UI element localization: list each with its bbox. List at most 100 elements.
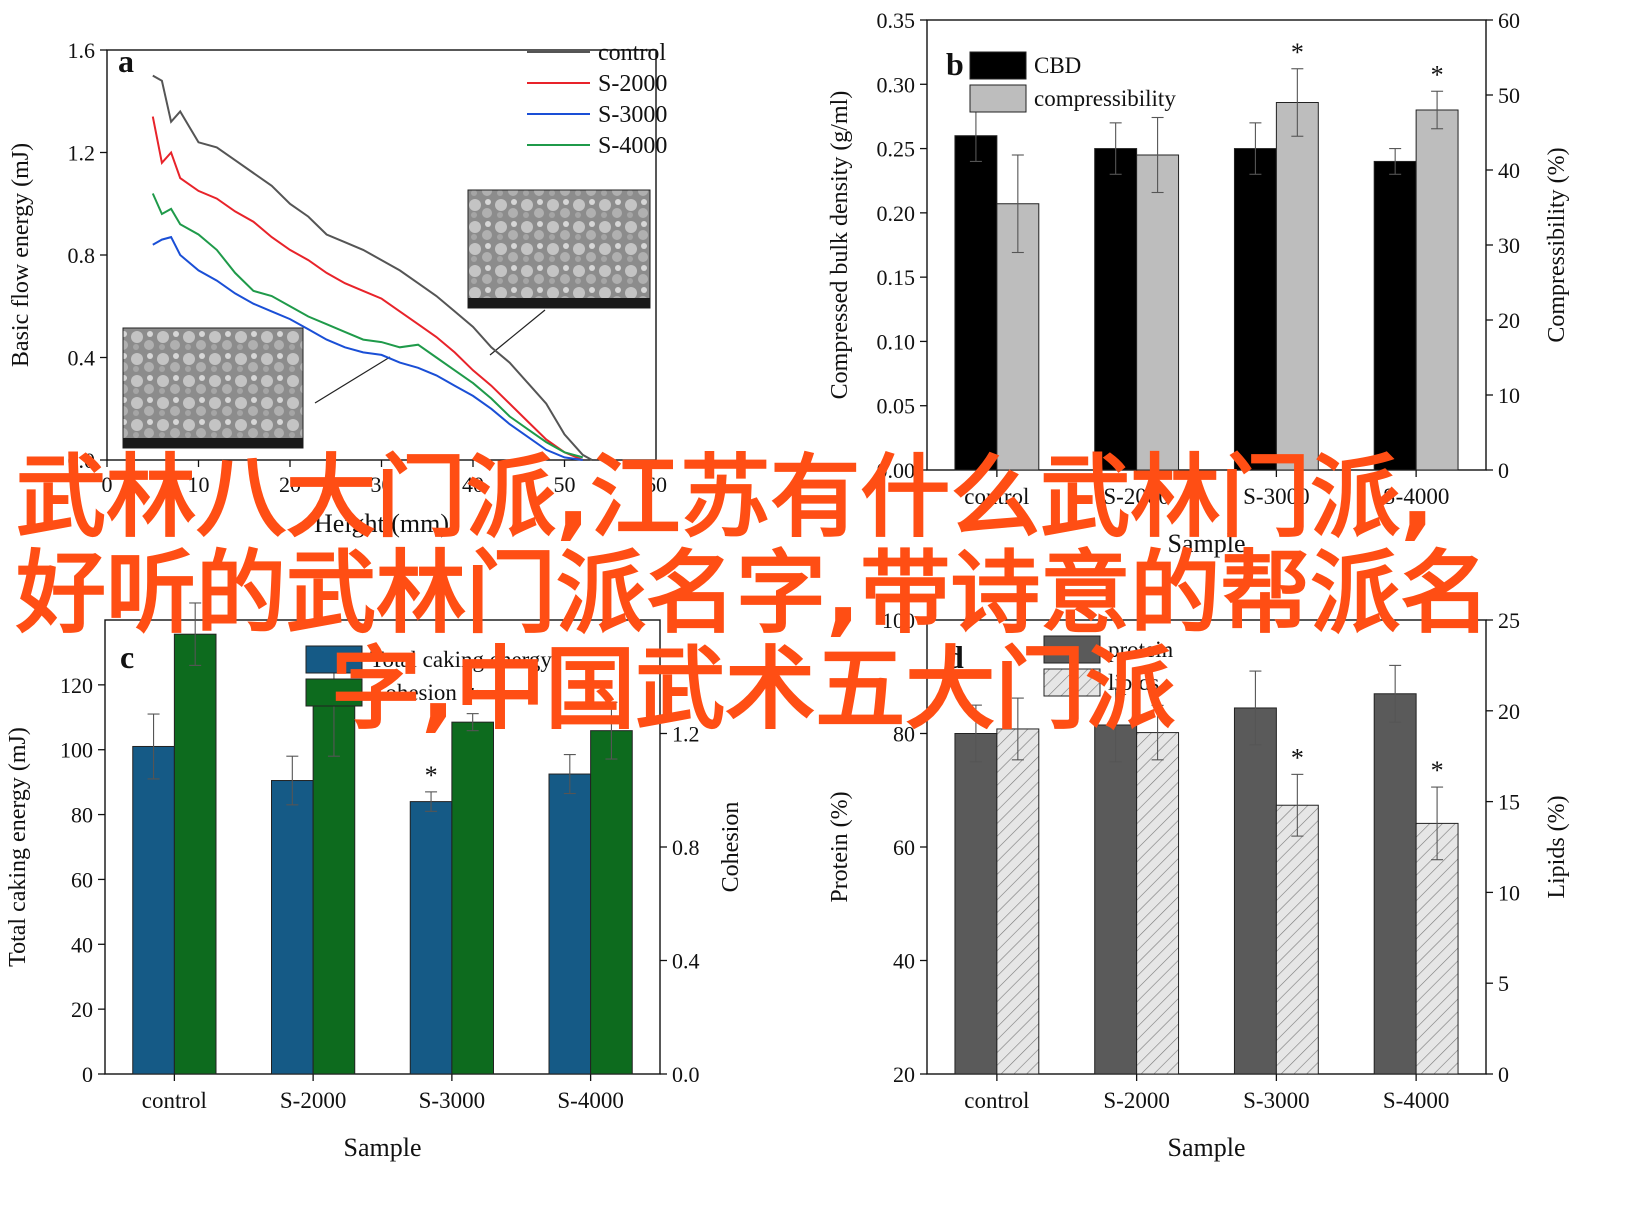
y2-tick-label: 20 <box>1498 308 1520 333</box>
y-tick-label: 0.10 <box>877 329 916 354</box>
significance-mark: * <box>1431 756 1444 785</box>
legend-label: S-4000 <box>598 133 667 159</box>
chart-panel-d: d 20 40 60 80 100 0 5 10 15 20 25 Protein (%) Lipids … <box>827 608 1570 1162</box>
significance-mark: * <box>425 761 438 790</box>
x-tick-label: 0 <box>102 472 113 497</box>
chart-panel-c: c 0 20 40 60 80 100 120 0.0 0.4 0.8 1.2 Total caking… <box>5 602 744 1162</box>
legend-label: Total caking energy <box>370 647 552 672</box>
x-tick-label: 10 <box>188 472 210 497</box>
bar-Cohesion <box>173 633 217 1075</box>
bar-lipids <box>1136 732 1180 1075</box>
bar-CBD <box>1373 160 1417 471</box>
y2-axis-title: Lipids (%) <box>1544 795 1570 898</box>
legend-label: S-2000 <box>598 71 667 97</box>
y2-tick-label: 0 <box>1498 458 1509 483</box>
y2-tick-label: 60 <box>1498 8 1520 33</box>
x-tick-label: S-3000 <box>419 1088 485 1113</box>
y-tick-label: 120 <box>60 673 93 698</box>
bar-protein <box>1233 707 1277 1075</box>
y2-tick-label: 5 <box>1498 971 1509 996</box>
bar-lipids <box>1415 822 1459 1075</box>
y-tick-label: 60 <box>71 867 93 892</box>
bar-protein <box>1373 693 1417 1075</box>
y-tick-label: 20 <box>71 997 93 1022</box>
legend-swatch <box>969 51 1027 80</box>
legend-label: CBD <box>1034 53 1081 78</box>
significance-mark: * <box>1431 60 1444 89</box>
y2-tick-label: 1.2 <box>672 722 700 747</box>
significance-mark: * <box>1291 743 1304 772</box>
y-tick-label: 0.0 <box>68 448 96 473</box>
x-tick-label: 20 <box>279 472 301 497</box>
y2-tick-label: 30 <box>1498 233 1520 258</box>
y-tick-label: 0.05 <box>877 394 916 419</box>
x-tick-label: 30 <box>371 472 393 497</box>
line-series-S-3000 <box>152 235 583 461</box>
bar-compressibility <box>1415 109 1459 471</box>
x-tick-label: S-3000 <box>1243 1088 1309 1113</box>
sem-image-caption-bar <box>123 438 303 448</box>
line-series-S-4000 <box>151 193 584 459</box>
y2-tick-label: 0 <box>1498 1062 1509 1087</box>
x-tick-label: 40 <box>462 472 484 497</box>
x-tick-label: S-4000 <box>1383 484 1449 509</box>
y-tick-label: 0 <box>82 1062 93 1087</box>
significance-mark: * <box>1291 38 1304 67</box>
legend-swatch <box>1043 668 1101 697</box>
sem-image-inset-upper <box>467 189 651 309</box>
annotation-arrow <box>314 356 391 404</box>
bar-lipids <box>996 728 1040 1075</box>
bar-Cohesion <box>312 704 356 1075</box>
sem-image-inset-lower <box>122 327 304 449</box>
x-tick-label: S-2000 <box>1103 1088 1169 1113</box>
line-series-control <box>152 74 593 461</box>
sem-image-frame <box>467 189 651 309</box>
y2-tick-label: 15 <box>1498 790 1520 815</box>
y-tick-label: 0.8 <box>68 243 96 268</box>
y2-axis-title: Compressibility (%) <box>1544 147 1570 342</box>
x-tick-label: control <box>964 1088 1029 1113</box>
legend-label: protein <box>1108 637 1174 662</box>
y-tick-label: 0.4 <box>68 346 96 371</box>
x-axis-title: Sample <box>344 1133 422 1162</box>
bar-compressibility <box>1136 154 1180 471</box>
line-series-S-2000 <box>151 116 584 461</box>
y-tick-label: 80 <box>893 722 915 747</box>
y-tick-label: 20 <box>893 1062 915 1087</box>
y-tick-label: 40 <box>71 932 93 957</box>
x-axis-title: Sample <box>1168 1133 1246 1162</box>
bar-protein <box>954 733 998 1075</box>
bar-lipids <box>1275 804 1319 1075</box>
y2-tick-label: 40 <box>1498 158 1520 183</box>
bar-CBD <box>954 135 998 471</box>
legend-swatch <box>1043 635 1101 664</box>
y2-tick-label: 0.8 <box>672 835 700 860</box>
bar-CBD <box>1094 148 1138 471</box>
y-tick-label: 40 <box>893 949 915 974</box>
y-tick-label: 0.20 <box>877 201 916 226</box>
sem-image-caption-bar <box>468 298 650 308</box>
panel-label: b <box>946 46 964 82</box>
y-axis-title: Total caking energy (mJ) <box>5 727 31 967</box>
y-tick-label: 100 <box>882 608 915 633</box>
significance-mark: * <box>466 683 479 712</box>
y2-tick-label: 0.0 <box>672 1062 700 1087</box>
y-tick-label: 0.35 <box>877 8 916 33</box>
y2-tick-label: 10 <box>1498 383 1520 408</box>
y-tick-label: 0.00 <box>877 458 916 483</box>
bar-compressibility <box>1275 102 1319 471</box>
bar-Total-caking-energy <box>409 801 453 1075</box>
y-axis-title: Basic flow energy (mJ) <box>8 143 34 367</box>
y-tick-label: 1.6 <box>68 38 96 63</box>
y2-tick-label: 20 <box>1498 699 1520 724</box>
annotation-arrow <box>489 309 546 356</box>
bar-Total-caking-energy <box>132 745 175 1075</box>
bar-CBD <box>1233 148 1277 471</box>
y-axis-title: Protein (%) <box>827 791 853 902</box>
legend-swatch <box>305 645 363 674</box>
x-tick-label: S-2000 <box>280 1088 346 1113</box>
y-tick-label: 80 <box>71 803 93 828</box>
legend-label: compressibility <box>1034 86 1176 111</box>
chart-panel-a: a 0.0 0.4 0.8 1.2 1.6 0 10 20 30 40 50 60 Height (mm)… <box>8 38 667 538</box>
